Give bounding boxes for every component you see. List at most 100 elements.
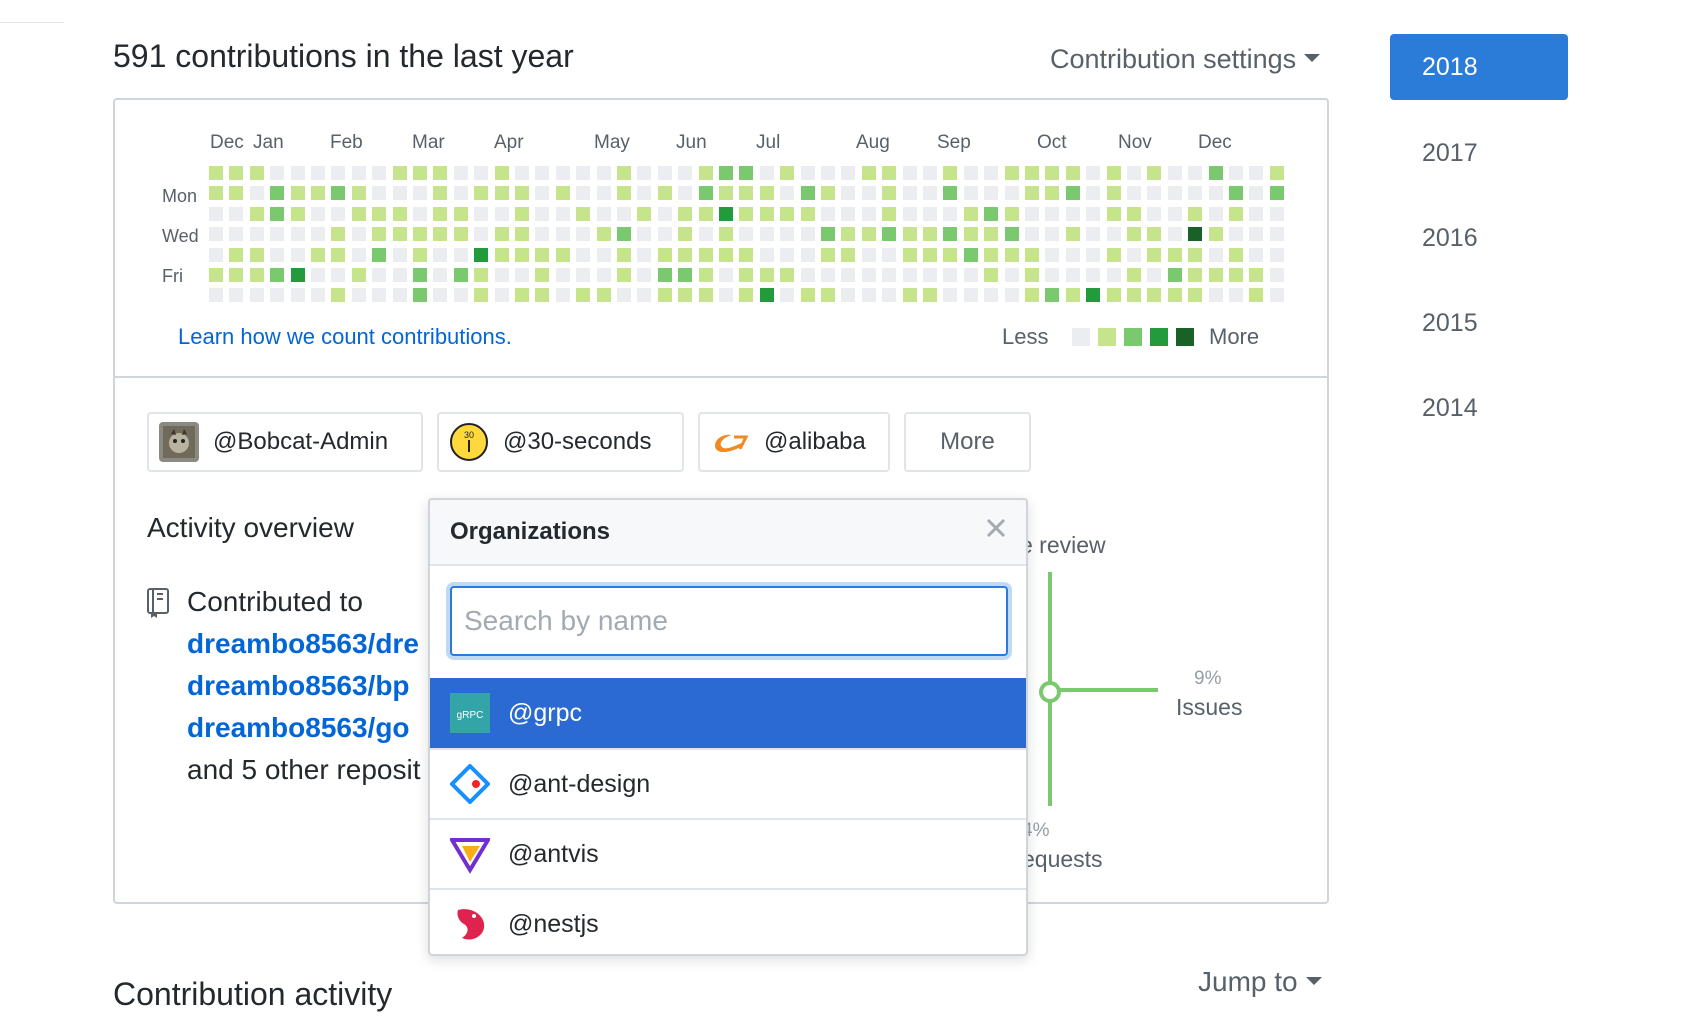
contribution-day-cell[interactable]	[1127, 288, 1141, 303]
contribution-day-cell[interactable]	[943, 247, 958, 262]
contribution-day-cell[interactable]	[1167, 186, 1182, 201]
contribution-day-cell[interactable]	[800, 206, 815, 221]
contribution-day-cell[interactable]	[209, 166, 223, 180]
contribution-day-cell[interactable]	[1188, 206, 1203, 221]
contribution-day-cell[interactable]	[943, 288, 958, 303]
contribution-day-cell[interactable]	[902, 247, 917, 262]
contribution-day-cell[interactable]	[1086, 206, 1101, 221]
contribution-day-cell[interactable]	[229, 268, 244, 282]
contribution-day-cell[interactable]	[270, 268, 285, 282]
contribution-day-cell[interactable]	[657, 268, 672, 282]
contribution-day-cell[interactable]	[739, 227, 754, 242]
contribution-day-cell[interactable]	[678, 247, 693, 262]
contribution-day-cell[interactable]	[555, 288, 570, 303]
contribution-day-cell[interactable]	[1065, 166, 1080, 180]
contribution-day-cell[interactable]	[474, 166, 489, 180]
contribution-day-cell[interactable]	[331, 268, 346, 282]
contribution-day-cell[interactable]	[1249, 206, 1264, 221]
contribution-day-cell[interactable]	[759, 227, 774, 242]
contribution-day-cell[interactable]	[1004, 247, 1019, 262]
contribution-day-cell[interactable]	[943, 186, 958, 201]
contribution-day-cell[interactable]	[617, 247, 631, 262]
contribution-day-cell[interactable]	[719, 227, 733, 242]
contribution-day-cell[interactable]	[515, 247, 529, 262]
contribution-day-cell[interactable]	[372, 166, 387, 180]
contribution-day-cell[interactable]	[1045, 206, 1060, 221]
contribution-day-cell[interactable]	[882, 268, 897, 282]
contribution-day-cell[interactable]	[535, 268, 550, 282]
contribution-day-cell[interactable]	[1229, 186, 1243, 201]
contribution-day-cell[interactable]	[821, 186, 835, 201]
contribution-day-cell[interactable]	[1004, 166, 1019, 180]
contribution-day-cell[interactable]	[413, 247, 427, 262]
org-button-bobcat-admin[interactable]: @Bobcat-Admin	[147, 412, 423, 472]
contribution-day-cell[interactable]	[1269, 227, 1284, 242]
contribution-day-cell[interactable]	[1188, 166, 1203, 180]
contribution-day-cell[interactable]	[453, 227, 468, 242]
contribution-day-cell[interactable]	[1127, 227, 1141, 242]
contribution-day-cell[interactable]	[963, 288, 978, 303]
contribution-day-cell[interactable]	[209, 247, 223, 262]
contribution-day-cell[interactable]	[1086, 166, 1101, 180]
contribution-day-cell[interactable]	[841, 247, 856, 262]
contribution-day-cell[interactable]	[821, 166, 835, 180]
contribution-day-cell[interactable]	[984, 268, 999, 282]
contribution-day-cell[interactable]	[637, 247, 652, 262]
contribution-day-cell[interactable]	[902, 268, 917, 282]
contribution-day-cell[interactable]	[800, 268, 815, 282]
contribution-day-cell[interactable]	[372, 288, 387, 303]
close-icon[interactable]	[982, 514, 1010, 542]
contribution-day-cell[interactable]	[739, 186, 754, 201]
contribution-day-cell[interactable]	[861, 206, 876, 221]
contribution-day-cell[interactable]	[515, 166, 529, 180]
contribution-day-cell[interactable]	[1167, 288, 1182, 303]
contribution-day-cell[interactable]	[719, 247, 733, 262]
contribution-day-cell[interactable]	[1106, 268, 1121, 282]
contribution-day-cell[interactable]	[739, 206, 754, 221]
contribution-day-cell[interactable]	[800, 288, 815, 303]
contribution-day-cell[interactable]	[861, 268, 876, 282]
contribution-day-cell[interactable]	[372, 227, 387, 242]
contribution-day-cell[interactable]	[1127, 247, 1141, 262]
contribution-day-cell[interactable]	[719, 186, 733, 201]
contribution-day-cell[interactable]	[923, 247, 937, 262]
contribution-day-cell[interactable]	[555, 166, 570, 180]
contribution-day-cell[interactable]	[249, 227, 264, 242]
contribution-day-cell[interactable]	[657, 206, 672, 221]
contribution-day-cell[interactable]	[515, 186, 529, 201]
contribution-day-cell[interactable]	[780, 288, 795, 303]
contribution-day-cell[interactable]	[433, 206, 448, 221]
contribution-day-cell[interactable]	[494, 227, 509, 242]
contribution-day-cell[interactable]	[270, 227, 285, 242]
contribution-day-cell[interactable]	[678, 268, 693, 282]
contribution-day-cell[interactable]	[535, 186, 550, 201]
contribution-day-cell[interactable]	[331, 206, 346, 221]
contribution-day-cell[interactable]	[637, 227, 652, 242]
contribution-day-cell[interactable]	[270, 186, 285, 201]
contribution-day-cell[interactable]	[617, 206, 631, 221]
org-option-antvis[interactable]: @antvis	[430, 818, 1026, 888]
contribution-day-cell[interactable]	[555, 186, 570, 201]
contribution-day-cell[interactable]	[1147, 166, 1162, 180]
contribution-day-cell[interactable]	[1208, 268, 1223, 282]
contribution-day-cell[interactable]	[1147, 206, 1162, 221]
contribution-day-cell[interactable]	[1249, 268, 1264, 282]
contribution-day-cell[interactable]	[433, 247, 448, 262]
contribution-day-cell[interactable]	[882, 186, 897, 201]
contribution-day-cell[interactable]	[494, 288, 509, 303]
contribution-day-cell[interactable]	[739, 268, 754, 282]
contribution-day-cell[interactable]	[861, 166, 876, 180]
contribution-day-cell[interactable]	[759, 247, 774, 262]
contribution-day-cell[interactable]	[1167, 268, 1182, 282]
contribution-day-cell[interactable]	[678, 227, 693, 242]
contribution-day-cell[interactable]	[515, 268, 529, 282]
contribution-day-cell[interactable]	[759, 268, 774, 282]
contribution-day-cell[interactable]	[1065, 247, 1080, 262]
contribution-day-cell[interactable]	[290, 288, 305, 303]
contribution-day-cell[interactable]	[576, 288, 591, 303]
contribution-day-cell[interactable]	[1106, 288, 1121, 303]
contribution-day-cell[interactable]	[1025, 288, 1039, 303]
contribution-day-cell[interactable]	[596, 186, 611, 201]
contribution-day-cell[interactable]	[413, 288, 427, 303]
year-link-2018[interactable]: 2018	[1390, 34, 1568, 100]
